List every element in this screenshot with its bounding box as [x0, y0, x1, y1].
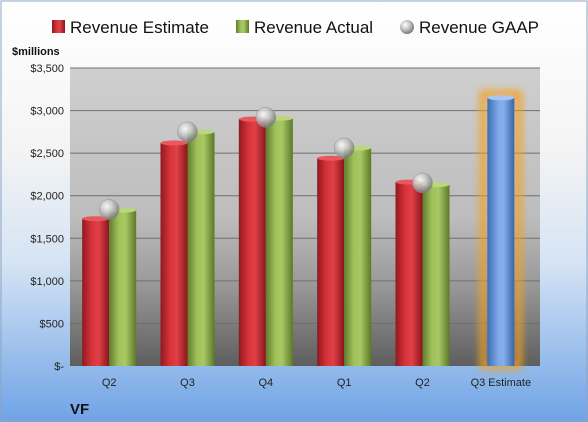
point-revenue-gaap: [255, 107, 277, 128]
y-axis-label: $millions: [12, 46, 60, 58]
bar-revenue-estimate: [82, 218, 110, 366]
legend-swatch-revenue-actual: [236, 20, 249, 33]
point-revenue-gaap: [333, 137, 355, 159]
bar-top: [317, 155, 345, 161]
legend-swatch-revenue-estimate: [52, 20, 65, 33]
x-tick-label: Q2: [102, 377, 117, 389]
company-label: VF: [70, 401, 89, 418]
x-tick-label: Q2: [415, 377, 430, 389]
y-tick-label: $2,500: [30, 148, 64, 160]
bar-revenue-estimate: [160, 142, 188, 366]
legend-swatch-revenue-gaap: [400, 20, 414, 34]
bar-revenue-actual: [265, 118, 293, 366]
point-revenue-gaap: [412, 172, 433, 194]
bar-revenue-actual: [422, 184, 450, 366]
y-tick-label: $1,500: [30, 233, 64, 245]
y-tick-label: $3,000: [30, 106, 64, 118]
bar-revenue-estimate-q3: [487, 97, 515, 367]
point-revenue-gaap: [98, 199, 120, 220]
y-axis-ticks: $- $500 $1,000 $1,500 $2,000 $2,500 $3,000 $3,5…: [30, 63, 64, 373]
gridlines: [70, 67, 540, 324]
bar-revenue-actual: [187, 131, 215, 366]
plot-area: [70, 68, 540, 366]
bar-top: [487, 95, 515, 101]
x-tick-label: Q4: [258, 377, 273, 389]
bars: [82, 90, 522, 370]
y-tick-label: $2,000: [30, 191, 64, 203]
bar-revenue-estimate: [317, 158, 345, 366]
y-tick-label: $-: [54, 361, 64, 373]
x-tick-label: Q3 Estimate: [471, 377, 532, 389]
bar-top: [82, 216, 110, 222]
x-axis-ticks: Q2 Q3 Q4 Q1 Q2 Q3 Estimate: [102, 377, 531, 389]
x-tick-label: Q3: [180, 377, 195, 389]
y-tick-label: $1,000: [30, 276, 64, 288]
bar-top: [160, 140, 188, 146]
bar-revenue-actual: [344, 148, 372, 366]
point-revenue-gaap: [177, 121, 198, 143]
bar-revenue-estimate: [238, 119, 266, 366]
legend-label-revenue-estimate: Revenue Estimate: [70, 18, 209, 37]
bar-revenue-estimate: [395, 182, 423, 366]
bar-revenue-actual: [109, 210, 137, 366]
y-tick-label: $3,500: [30, 63, 64, 75]
legend-label-revenue-actual: Revenue Actual: [254, 18, 373, 37]
x-tick-label: Q1: [337, 377, 352, 389]
y-tick-label: $500: [40, 318, 64, 330]
legend: Revenue Estimate Revenue Actual Revenue …: [52, 18, 539, 37]
legend-label-revenue-gaap: Revenue GAAP: [419, 18, 539, 37]
